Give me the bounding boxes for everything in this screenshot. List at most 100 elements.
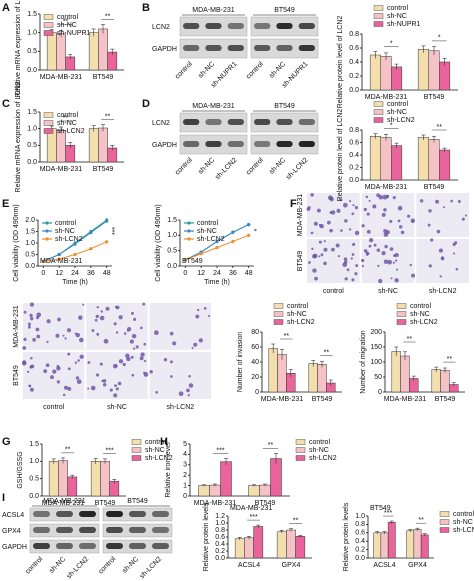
cell (419, 199, 424, 203)
cell (344, 219, 348, 223)
cell (79, 337, 84, 343)
blot-band (276, 119, 293, 125)
cell (363, 207, 367, 212)
legend-swatch (439, 511, 450, 517)
bar (276, 531, 287, 559)
y-tick-label: 50 (374, 374, 382, 381)
blot-group-label: BT549 (127, 498, 148, 505)
blot-band (205, 141, 222, 147)
cell (436, 229, 441, 234)
y-tick-label: 1.5 (25, 228, 35, 235)
bar (259, 484, 271, 497)
y-tick-label: 0.5 (167, 248, 177, 255)
y-tick-label: 0.0 (349, 87, 359, 94)
y-tick-label: 0.5 (29, 476, 39, 483)
blot-band (298, 23, 315, 29)
point (105, 219, 109, 223)
cell (32, 338, 36, 342)
legend-swatch (396, 311, 407, 317)
cell (46, 319, 51, 324)
legend-label: sh-NUPR1 (57, 30, 91, 37)
bar (439, 61, 451, 91)
cell (100, 310, 103, 313)
bar (391, 66, 403, 91)
cell (355, 264, 359, 268)
y-axis-label: Cell viability (OD 490nm) (13, 204, 20, 281)
cell (394, 278, 399, 283)
legend-swatch (396, 303, 407, 309)
point (73, 242, 77, 246)
panel-label: D (142, 98, 150, 110)
cell (306, 207, 311, 211)
significance-label: ** (437, 124, 443, 131)
x-tick-label: GPX4 (282, 562, 301, 569)
bar (220, 461, 232, 497)
y-tick-label: 0.2 (355, 546, 365, 553)
legend-label: control (57, 14, 78, 21)
legend-swatch (43, 128, 54, 134)
cell (169, 360, 173, 364)
y-tick-label: 0.8 (215, 527, 225, 534)
bar (234, 538, 245, 559)
cell (439, 275, 442, 278)
y-tick-label: 2 (183, 472, 187, 479)
cell (87, 387, 90, 390)
blot-band (152, 543, 169, 549)
point (41, 259, 45, 263)
legend-label: control (387, 5, 408, 12)
y-tick-label: 100 (370, 359, 382, 366)
cell (67, 367, 71, 371)
x-tick-label: 24 (71, 270, 79, 277)
cell (130, 355, 134, 359)
blot-band (129, 527, 146, 533)
cell (169, 331, 174, 336)
y-tick-label: 1.5 (27, 11, 37, 18)
cell (43, 369, 48, 374)
cell (382, 194, 388, 200)
legend-swatch (295, 439, 306, 445)
legend-swatch (373, 21, 384, 27)
cell (94, 318, 98, 322)
y-tick-label: 0.6 (349, 139, 359, 146)
legend-swatch (273, 303, 284, 309)
legend-label: sh-NC (287, 311, 307, 318)
bar (413, 529, 422, 559)
blot-band (129, 511, 146, 517)
bar (369, 136, 381, 181)
legend-label: sh-NC (197, 228, 217, 235)
cell (335, 243, 340, 248)
legend-swatch (43, 22, 54, 28)
legend-label: sh-LCN2 (309, 455, 337, 462)
cell (66, 328, 72, 333)
cell (363, 249, 368, 253)
cell (56, 380, 60, 384)
y-axis-label: Relative mRNA expression of LCN2 (15, 0, 22, 97)
bar (406, 530, 415, 559)
cell (395, 259, 398, 262)
cell (400, 230, 405, 235)
legend-label: control (55, 220, 76, 227)
cell (368, 199, 371, 202)
cell (372, 204, 377, 209)
legend-marker (45, 221, 49, 225)
blot-band (33, 511, 50, 517)
cell (450, 199, 453, 203)
cell (52, 369, 57, 374)
blot-band (227, 23, 244, 29)
blot-lane-label: sh-LCN2 (139, 556, 164, 581)
bar (380, 137, 392, 181)
cell (329, 197, 334, 202)
cell (387, 259, 392, 265)
legend-marker (187, 221, 191, 225)
x-tick-label: BT549 (435, 396, 456, 403)
cell (113, 393, 118, 398)
cell (114, 384, 117, 388)
y-tick-label: 1.2 (215, 513, 225, 520)
legend-label: sh-LCN2 (387, 117, 415, 124)
cell (149, 370, 153, 374)
panel-label: F (290, 198, 297, 210)
cell (125, 353, 130, 358)
cell (57, 317, 61, 322)
micrograph (306, 238, 361, 284)
